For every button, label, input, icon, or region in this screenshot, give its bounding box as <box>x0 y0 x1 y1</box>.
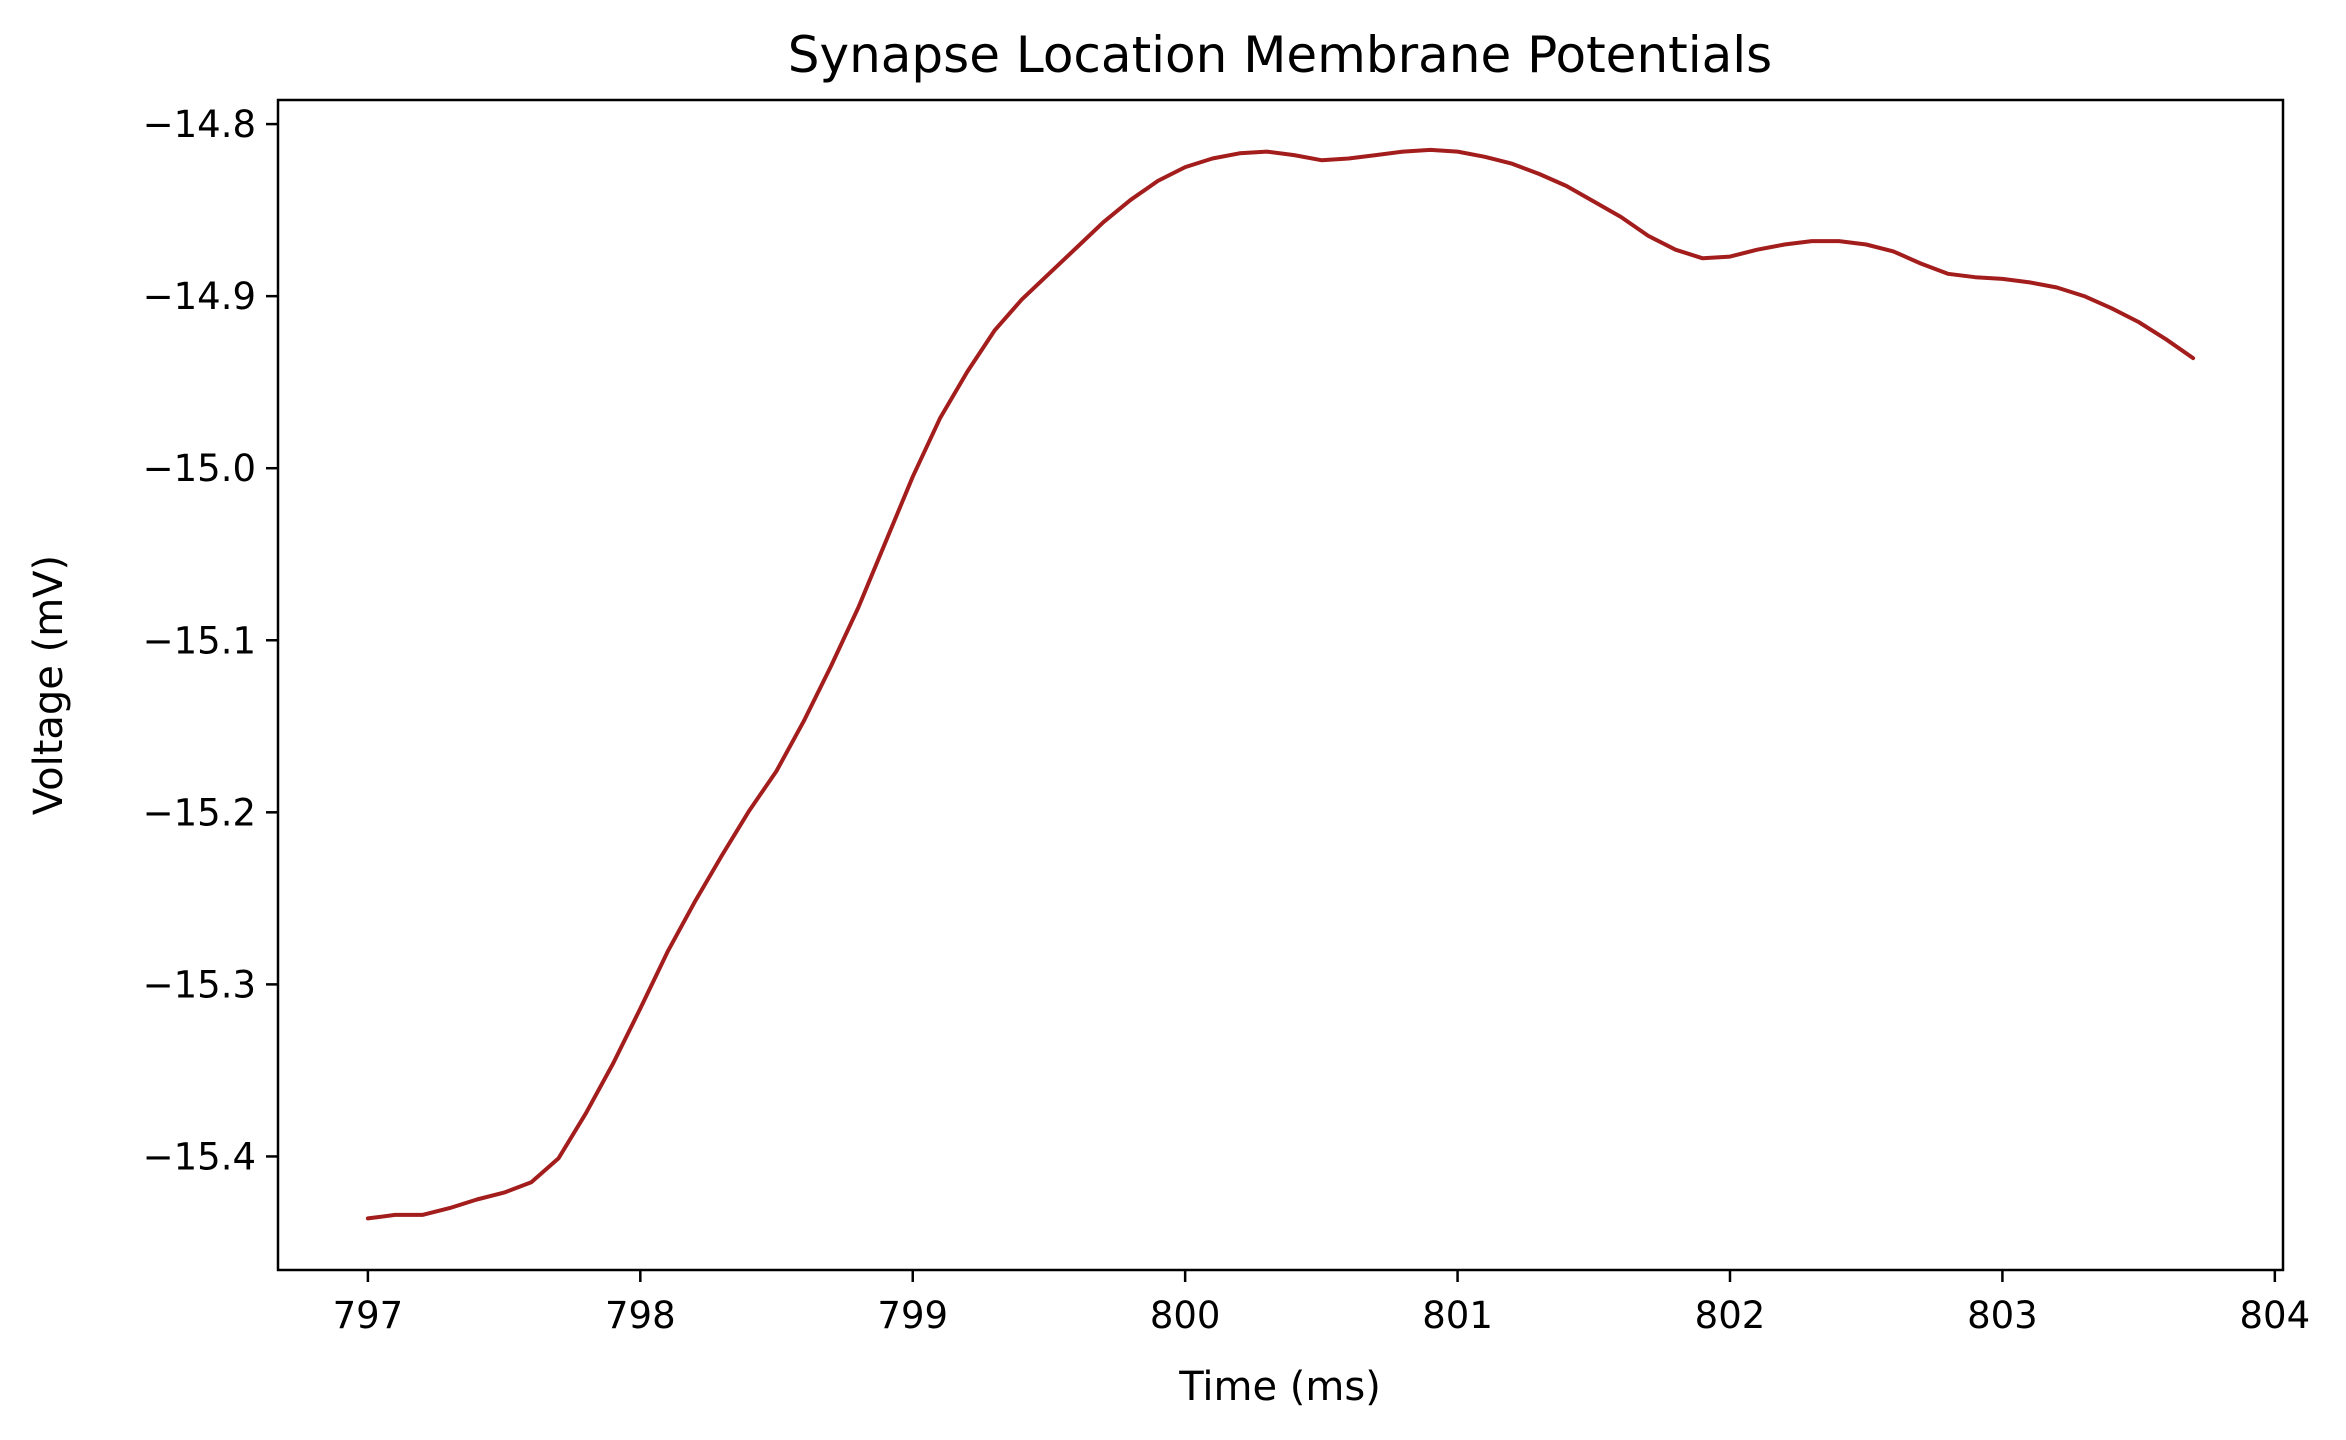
x-tick-label: 802 <box>1695 1294 1766 1337</box>
y-tick-label: −15.3 <box>143 963 256 1006</box>
y-tick-label: −15.0 <box>143 447 256 490</box>
y-tick-label: −15.4 <box>143 1135 256 1178</box>
x-tick-label: 803 <box>1967 1294 2038 1337</box>
y-axis-title: Voltage (mV) <box>26 555 72 815</box>
y-axis: −14.8 −14.9 −15.0 −15.1 −15.2 −15.3 −15.4 <box>143 103 278 1178</box>
x-axis-title: Time (ms) <box>1178 1364 1381 1410</box>
y-tick-label: −14.8 <box>143 103 256 146</box>
x-axis: 797 798 799 800 801 802 803 804 <box>333 1270 2311 1337</box>
voltage-series-line <box>365 147 2196 1221</box>
x-tick-label: 799 <box>877 1294 948 1337</box>
chart-title: Synapse Location Membrane Potentials <box>788 26 1772 84</box>
x-tick-label: 801 <box>1422 1294 1493 1337</box>
y-tick-label: −15.2 <box>143 791 256 834</box>
x-tick-label: 798 <box>605 1294 676 1337</box>
x-tick-label: 797 <box>333 1294 404 1337</box>
plot-area-frame <box>276 98 2285 1272</box>
y-tick-label: −14.9 <box>143 275 256 318</box>
x-tick-label: 804 <box>2240 1294 2311 1337</box>
y-tick-label: −15.1 <box>143 619 256 662</box>
x-tick-label: 800 <box>1150 1294 1221 1337</box>
